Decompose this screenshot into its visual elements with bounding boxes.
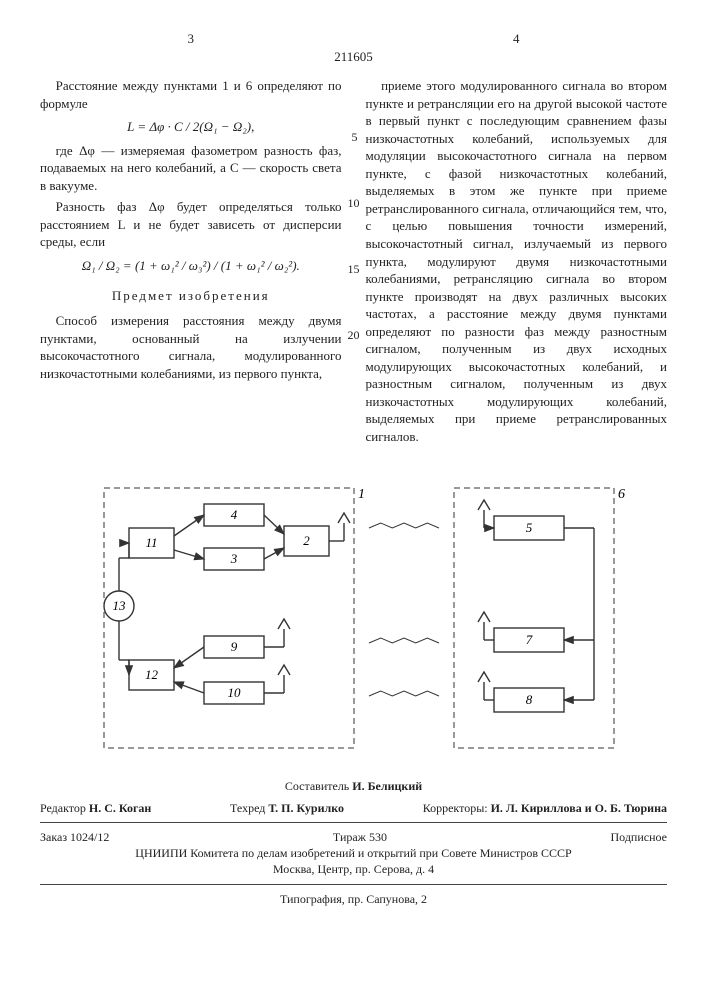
- tirazh: Тираж 530: [333, 829, 387, 845]
- svg-text:5: 5: [525, 520, 532, 535]
- svg-text:13: 13: [112, 598, 126, 613]
- formula-2: Ω₁ / Ω₂ = (1 + ω₁² / ω₃²) / (1 + ω₁² / ω…: [40, 257, 342, 275]
- svg-text:1: 1: [358, 487, 365, 502]
- tech-label: Техред: [230, 801, 265, 815]
- corr-label: Корректоры:: [423, 801, 488, 815]
- left-p2: где Δφ — измеряемая фазометром разность …: [40, 142, 342, 195]
- line-num-5: 5: [352, 129, 358, 145]
- svg-text:9: 9: [230, 639, 237, 654]
- circuit-diagram: 4 11 3 2 9 12 10 13 5 7 8 1 6: [40, 478, 667, 758]
- line-num-10: 10: [348, 195, 360, 211]
- section-heading: Предмет изобретения: [40, 287, 342, 305]
- svg-text:12: 12: [145, 667, 159, 682]
- svg-text:4: 4: [230, 507, 237, 522]
- org: ЦНИИПИ Комитета по делам изобретений и о…: [40, 845, 667, 861]
- page-num-left: 3: [40, 30, 342, 48]
- print: Типография, пр. Сапунова, 2: [40, 891, 667, 907]
- svg-text:3: 3: [229, 551, 237, 566]
- left-p3: Разность фаз Δφ будет определяться тольк…: [40, 198, 342, 251]
- left-column: Расстояние между пунктами 1 и 6 определя…: [40, 77, 342, 449]
- page-numbers: 3 4: [40, 30, 667, 48]
- svg-text:8: 8: [525, 692, 532, 707]
- svg-text:10: 10: [227, 685, 241, 700]
- credits-block: Составитель И. Белицкий Редактор Н. С. К…: [40, 778, 667, 907]
- editor-name: Н. С. Коган: [89, 801, 151, 815]
- svg-text:2: 2: [303, 533, 310, 548]
- line-num-15: 15: [348, 261, 360, 277]
- document-number: 211605: [40, 48, 667, 66]
- text-columns: Расстояние между пунктами 1 и 6 определя…: [40, 77, 667, 449]
- left-p4: Способ измерения расстояния между двумя …: [40, 312, 342, 382]
- svg-text:7: 7: [525, 632, 532, 647]
- svg-text:11: 11: [145, 535, 157, 550]
- editor-label: Редактор: [40, 801, 86, 815]
- addr: Москва, Центр, пр. Серова, д. 4: [40, 861, 667, 877]
- svg-text:6: 6: [618, 487, 625, 502]
- compiler-name: И. Белицкий: [352, 779, 422, 793]
- right-column: 5 10 15 20 приеме этого модулированного …: [366, 77, 668, 449]
- tech-name: Т. П. Курилко: [268, 801, 344, 815]
- order-number: Заказ 1024/12: [40, 829, 109, 845]
- compiler-label: Составитель: [285, 779, 349, 793]
- sign: Подписное: [611, 829, 668, 845]
- line-num-20: 20: [348, 327, 360, 343]
- left-p1: Расстояние между пунктами 1 и 6 определя…: [40, 77, 342, 112]
- formula-1: L = Δφ · C / 2(Ω₁ − Ω₂),: [40, 118, 342, 136]
- page-num-right: 4: [366, 30, 668, 48]
- corr-names: И. Л. Кириллова и О. Б. Тюрина: [491, 801, 667, 815]
- right-p1: приеме этого модулированного сигнала во …: [366, 77, 668, 445]
